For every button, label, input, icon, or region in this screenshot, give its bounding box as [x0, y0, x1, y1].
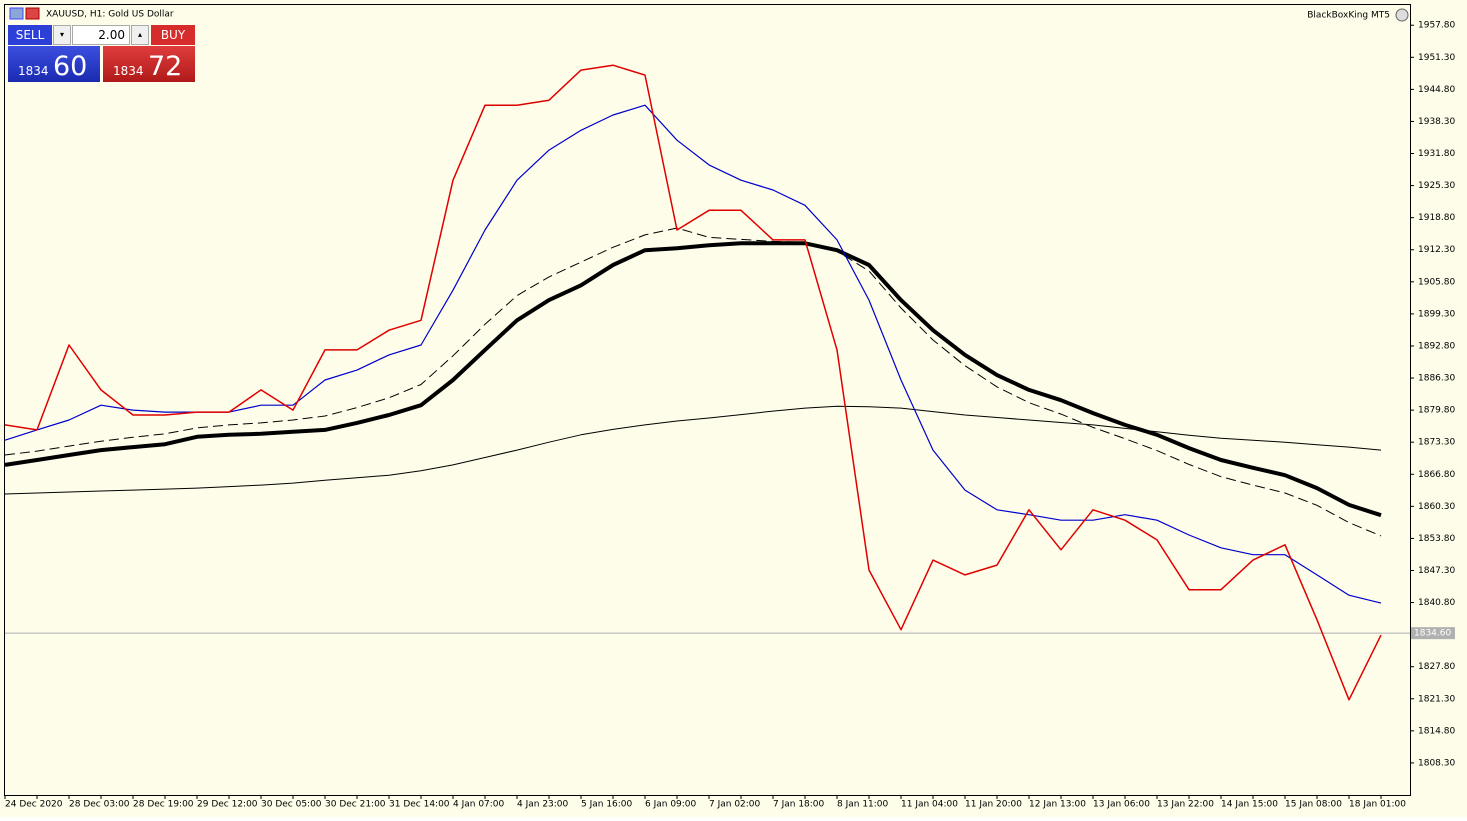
- y-tick-label: 1860.30: [1418, 502, 1455, 512]
- plot-frame: [4, 4, 1411, 796]
- y-tick-label: 1808.30: [1418, 758, 1455, 768]
- sell-price[interactable]: 1834 60: [8, 46, 100, 82]
- x-tick-label: 12 Jan 13:00: [1029, 800, 1086, 810]
- x-tick-label: 7 Jan 18:00: [773, 800, 825, 810]
- y-tick-label: 1925.30: [1418, 181, 1455, 191]
- y-tick-label: 1951.30: [1418, 53, 1455, 63]
- volume-down[interactable]: ▾: [53, 25, 71, 45]
- y-tick-label: 1853.80: [1418, 534, 1455, 544]
- y-tick-label: 1957.80: [1418, 21, 1455, 31]
- x-tick-label: 13 Jan 22:00: [1157, 800, 1214, 810]
- x-tick-label: 28 Dec 19:00: [133, 800, 194, 810]
- buy-price-pips: 72: [148, 51, 183, 82]
- x-tick-label: 28 Dec 03:00: [69, 800, 130, 810]
- x-tick-label: 14 Jan 15:00: [1221, 800, 1278, 810]
- volume-input[interactable]: 2.00: [72, 25, 130, 45]
- y-tick-label: 1827.80: [1418, 662, 1455, 672]
- x-tick-label: 11 Jan 20:00: [965, 800, 1022, 810]
- series-line: [4, 241, 1382, 518]
- x-tick-label: 8 Jan 11:00: [837, 800, 889, 810]
- account-name: BlackBoxKing MT5: [1307, 11, 1390, 21]
- current-price-label: 1834.60: [1414, 629, 1451, 639]
- x-tick-label: 13 Jan 06:00: [1093, 800, 1150, 810]
- y-tick-label: 1938.30: [1418, 117, 1455, 127]
- y-tick-label: 1821.30: [1418, 694, 1455, 704]
- x-tick-label: 30 Dec 21:00: [325, 800, 386, 810]
- account-icon: [1395, 8, 1409, 22]
- x-tick-label: 30 Dec 05:00: [261, 800, 322, 810]
- y-tick-label: 1912.30: [1418, 245, 1455, 255]
- series-line: [4, 64, 1382, 701]
- sell-price-main: 1834: [18, 64, 49, 78]
- x-tick-label: 4 Jan 23:00: [517, 800, 569, 810]
- trade-panel: SELL ▾ 2.00 ▴ BUY 1834 60 1834 72: [8, 25, 195, 82]
- x-tick-label: 11 Jan 04:00: [901, 800, 958, 810]
- x-tick-label: 24 Dec 2020: [5, 800, 63, 810]
- y-tick-label: 1879.80: [1418, 406, 1455, 416]
- y-tick-label: 1931.80: [1418, 149, 1455, 159]
- x-tick-label: 4 Jan 07:00: [453, 800, 505, 810]
- x-tick-label: 7 Jan 02:00: [709, 800, 761, 810]
- series-line: [4, 104, 1382, 604]
- y-tick-label: 1892.80: [1418, 341, 1455, 351]
- buy-price-main: 1834: [113, 64, 144, 78]
- x-tick-label: 18 Jan 01:00: [1349, 800, 1406, 810]
- y-tick-label: 1899.30: [1418, 309, 1455, 319]
- window-icon: [9, 7, 24, 20]
- flag-icon: [25, 7, 40, 20]
- y-tick-label: 1886.30: [1418, 374, 1455, 384]
- volume-up[interactable]: ▴: [131, 25, 149, 45]
- symbol-title: XAUUSD, H1: Gold US Dollar: [46, 10, 174, 20]
- y-tick-label: 1840.80: [1418, 598, 1455, 608]
- x-tick-label: 6 Jan 09:00: [645, 800, 697, 810]
- sell-button[interactable]: SELL: [8, 25, 52, 45]
- y-tick-label: 1873.30: [1418, 438, 1455, 448]
- buy-price[interactable]: 1834 72: [103, 46, 195, 82]
- series-line: [4, 227, 1382, 537]
- y-tick-label: 1944.80: [1418, 85, 1455, 95]
- sell-price-pips: 60: [53, 51, 88, 82]
- y-tick-label: 1814.80: [1418, 726, 1455, 736]
- y-tick-label: 1866.80: [1418, 470, 1455, 480]
- y-tick-label: 1905.80: [1418, 277, 1455, 287]
- y-tick-label: 1918.80: [1418, 213, 1455, 223]
- x-tick-label: 31 Dec 14:00: [389, 800, 450, 810]
- y-tick-label: 1847.30: [1418, 566, 1455, 576]
- x-tick-label: 15 Jan 08:00: [1285, 800, 1342, 810]
- buy-button[interactable]: BUY: [151, 25, 195, 45]
- current-price-box: [1411, 627, 1455, 640]
- x-tick-label: 5 Jan 16:00: [581, 800, 633, 810]
- x-tick-label: 29 Dec 12:00: [197, 800, 258, 810]
